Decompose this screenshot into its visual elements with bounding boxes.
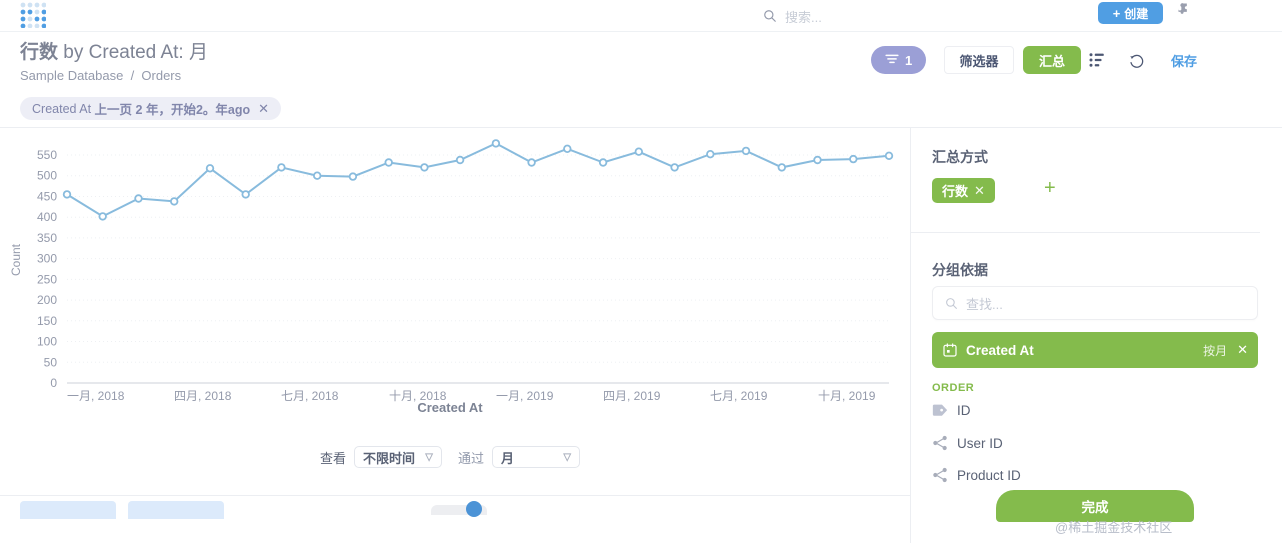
svg-text:250: 250: [37, 272, 57, 286]
svg-text:0: 0: [50, 376, 57, 390]
svg-text:500: 500: [37, 169, 57, 183]
svg-text:450: 450: [37, 190, 57, 204]
svg-text:550: 550: [37, 148, 57, 162]
svg-text:Count: Count: [9, 243, 23, 276]
svg-text:200: 200: [37, 293, 57, 307]
svg-text:350: 350: [37, 231, 57, 245]
svg-text:400: 400: [37, 210, 57, 224]
svg-text:300: 300: [37, 252, 57, 266]
svg-text:50: 50: [44, 355, 58, 369]
svg-text:100: 100: [37, 335, 57, 349]
svg-text:150: 150: [37, 314, 57, 328]
